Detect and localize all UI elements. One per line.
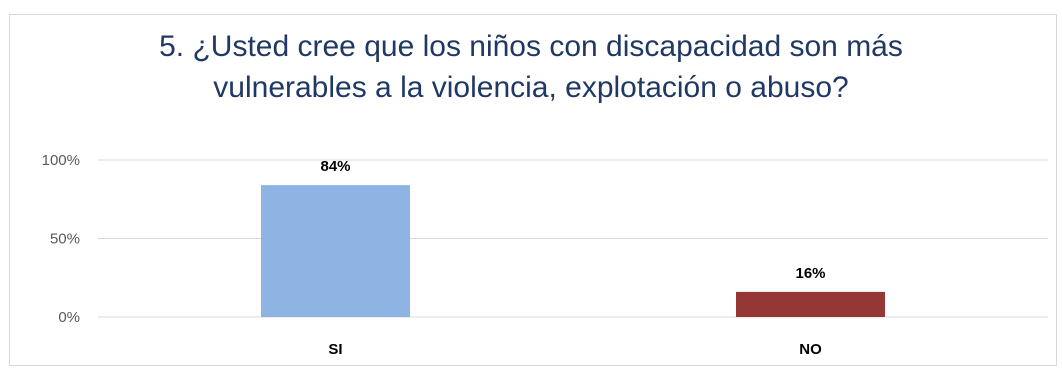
x-category-label: NO: [799, 341, 822, 358]
y-tick-label: 0%: [58, 309, 80, 326]
y-tick-label: 100%: [42, 152, 80, 169]
bar-si: [261, 185, 410, 317]
chart-title-line-2: vulnerables a la violencia, explotación …: [213, 71, 849, 104]
bar-no: [736, 291, 885, 317]
x-category-label: SI: [328, 341, 342, 358]
chart-title-line-1: 5. ¿Usted cree que los niños con discapa…: [159, 30, 903, 63]
y-tick-label: 50%: [50, 231, 80, 248]
chart-title: 5. ¿Usted cree que los niños con discapa…: [0, 26, 1062, 108]
data-label: 16%: [795, 265, 825, 282]
data-label: 84%: [320, 158, 350, 175]
